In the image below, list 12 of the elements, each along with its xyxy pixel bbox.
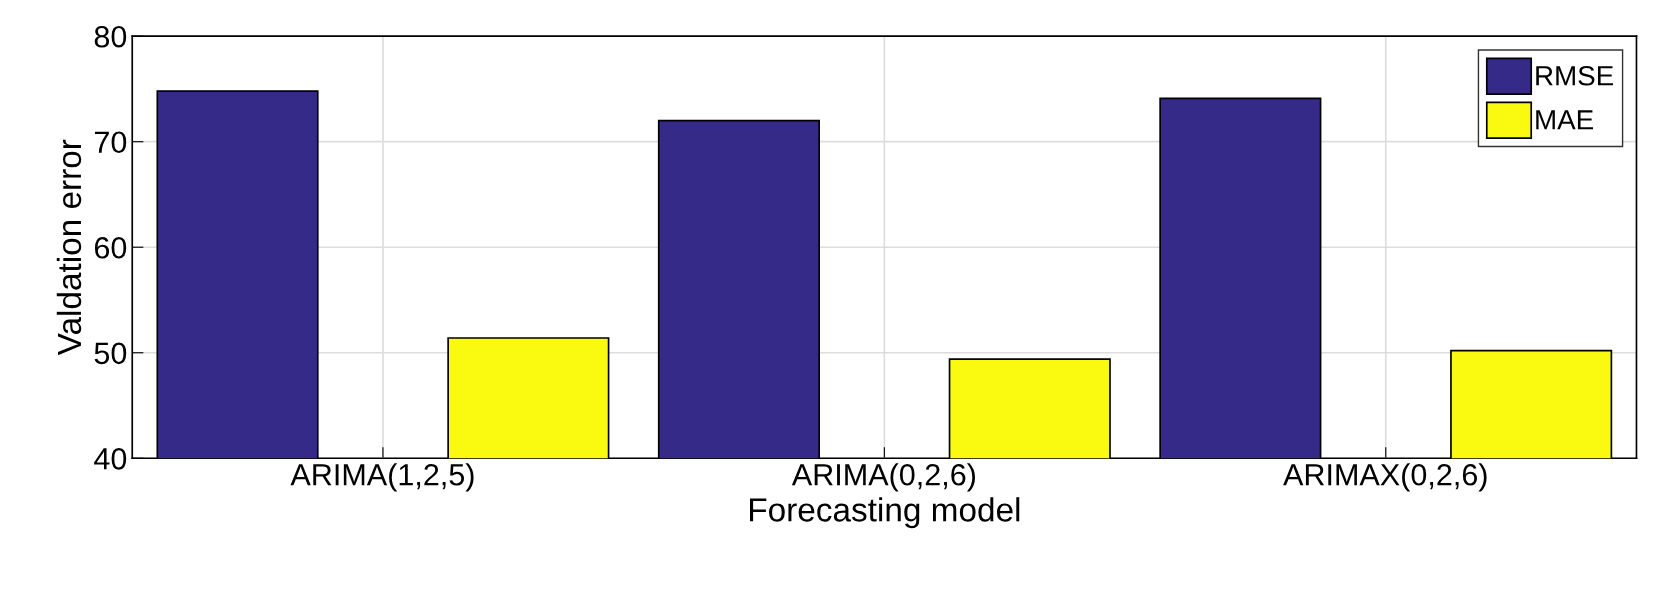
y-tick-label: 70 [94,131,127,154]
legend-label: RMSE [1536,65,1614,86]
y-tick-label: 60 [94,236,127,259]
x-tick-label: ARIMA(0,2,6) [791,463,975,492]
x-tick-label: ARIMA(1,2,5) [290,463,474,492]
x-tick-label: ARIMAX(0,2,6) [1283,463,1487,492]
y-axis-title: Valdation error [56,139,82,356]
y-tick-label: 40 [94,448,127,470]
legend-label: MAE [1536,110,1593,130]
y-tick-label: 80 [94,25,127,48]
y-tick-label: 50 [94,342,127,365]
x-axis-title: Forecasting model [750,497,1020,529]
